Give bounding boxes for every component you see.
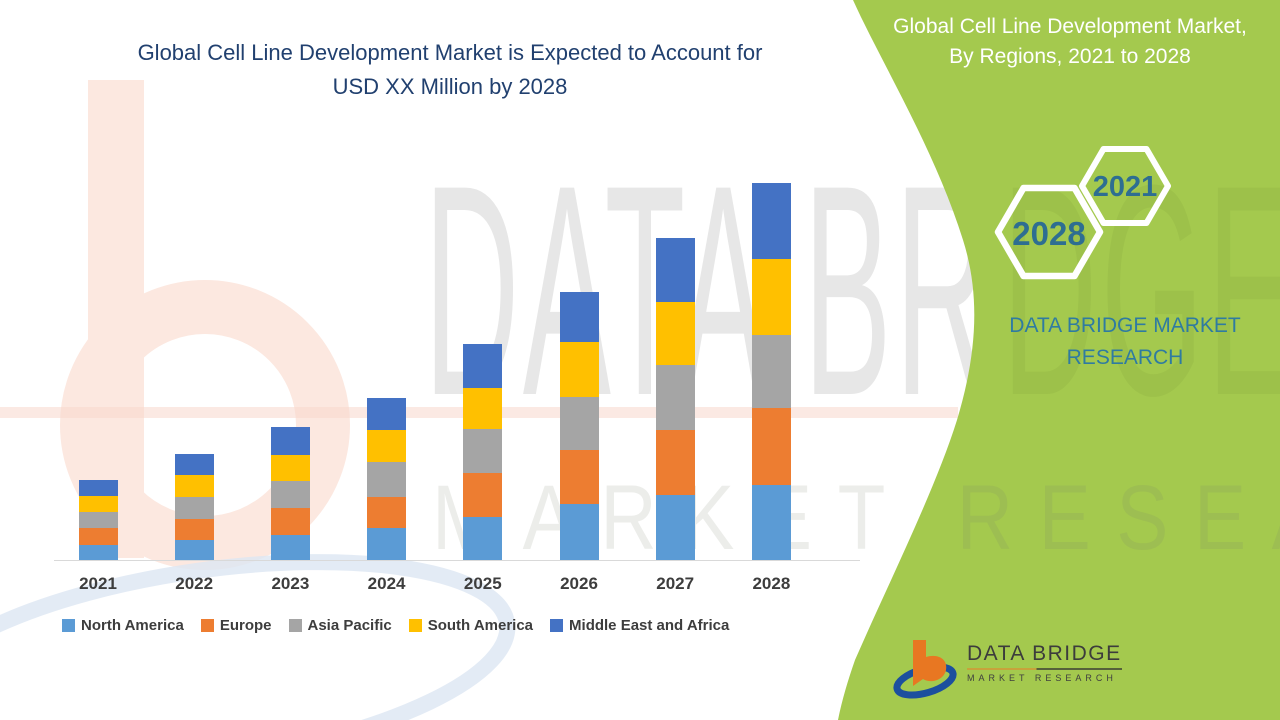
bar-2022 <box>174 454 214 560</box>
page-title-line2: USD XX Million by 2028 <box>332 74 568 99</box>
bar-2028-segment-asia-pacific <box>751 335 791 408</box>
legend-item-north-america: North America <box>62 617 184 634</box>
legend-item-south-america: South America <box>408 617 534 634</box>
legend-swatch-asia-pacific <box>288 619 302 632</box>
legend-item-asia-pacific: Asia Pacific <box>288 617 392 634</box>
bar-2024-segment-south-america <box>367 430 407 462</box>
x-axis-label-2023: 2023 <box>271 574 310 593</box>
bar-2023-segment-europe <box>270 508 310 535</box>
x-axis-label-2021: 2021 <box>79 574 117 593</box>
x-axis-label-2024: 2024 <box>367 574 406 593</box>
legend-item-middle-east-and-africa: Middle East and Africa <box>550 617 729 634</box>
page-title-line1: Global Cell Line Development Market is E… <box>137 40 763 65</box>
page-title: Global Cell Line Development Market is E… <box>50 36 850 104</box>
legend-item-europe: Europe <box>200 617 272 634</box>
bar-2027 <box>655 238 695 560</box>
bar-2027-segment-south-america <box>655 302 695 365</box>
bar-2027-segment-middle-east-and-africa <box>655 238 695 302</box>
x-axis-label-2027: 2027 <box>656 574 695 593</box>
bar-2025 <box>463 344 503 560</box>
bar-2027-segment-north-america <box>655 495 695 560</box>
bar-2025-segment-europe <box>463 473 503 517</box>
bar-2028-segment-north-america <box>751 485 791 560</box>
bar-2021-segment-south-america <box>78 496 118 512</box>
bar-2024-segment-north-america <box>367 528 407 560</box>
legend-label-south-america: South America <box>427 617 534 634</box>
legend-swatch-north-america <box>62 619 75 632</box>
legend-swatch-middle-east-and-africa <box>550 619 564 632</box>
bar-2021-segment-asia-pacific <box>78 512 118 528</box>
bar-2028-segment-south-america <box>751 259 791 335</box>
bar-2028 <box>751 183 791 560</box>
legend-label-north-america: North America <box>81 617 184 634</box>
bar-2022-segment-middle-east-and-africa <box>174 454 214 475</box>
legend-label-asia-pacific: Asia Pacific <box>307 617 392 634</box>
x-axis-line <box>54 560 860 561</box>
bar-2025-segment-south-america <box>463 388 503 429</box>
bar-2028-segment-europe <box>751 408 791 485</box>
bar-2027-segment-asia-pacific <box>655 365 695 430</box>
bar-2025-segment-middle-east-and-africa <box>463 344 503 388</box>
legend: North America Europe Asia Pacific South Ame… <box>62 617 729 634</box>
bar-2022-segment-europe <box>174 519 214 540</box>
bar-2025-segment-asia-pacific <box>463 429 503 473</box>
bar-2021-segment-europe <box>78 528 118 545</box>
bar-2025-segment-north-america <box>463 517 503 560</box>
bar-2021-segment-middle-east-and-africa <box>78 480 118 496</box>
bar-2028-segment-middle-east-and-africa <box>751 183 791 259</box>
x-axis-label-2022: 2022 <box>175 574 214 593</box>
bar-2021 <box>78 480 118 560</box>
x-axis-label-2025: 2025 <box>463 574 502 593</box>
bar-2021-segment-north-america <box>78 545 118 560</box>
bar-2022-segment-asia-pacific <box>174 497 214 519</box>
bar-2023-segment-north-america <box>270 535 310 560</box>
bar-2026-segment-asia-pacific <box>559 397 599 450</box>
bar-2026 <box>559 292 599 560</box>
bar-2026-segment-north-america <box>559 504 599 560</box>
legend-swatch-south-america <box>408 619 422 632</box>
bar-2023-segment-asia-pacific <box>270 481 310 508</box>
legend-swatch-europe <box>200 619 214 632</box>
bar-2026-segment-europe <box>559 450 599 504</box>
bar-2023-segment-middle-east-and-africa <box>270 427 310 455</box>
bar-2024-segment-asia-pacific <box>367 462 407 497</box>
bar-2024-segment-europe <box>367 497 407 528</box>
legend-label-europe: Europe <box>219 617 272 634</box>
bar-2022-segment-north-america <box>174 540 214 560</box>
bar-2026-segment-south-america <box>559 342 599 397</box>
bar-2023 <box>270 427 310 560</box>
bar-2023-segment-south-america <box>270 455 310 481</box>
bar-2022-segment-south-america <box>174 475 214 497</box>
x-axis-label-2026: 2026 <box>560 574 598 593</box>
bar-2024 <box>367 398 407 560</box>
bar-2026-segment-middle-east-and-africa <box>559 292 599 342</box>
bar-2024-segment-middle-east-and-africa <box>367 398 407 430</box>
x-axis-label-2028: 2028 <box>752 574 791 593</box>
legend-label-middle-east-and-africa: Middle East and Africa <box>569 617 730 634</box>
bar-2027-segment-europe <box>655 430 695 495</box>
